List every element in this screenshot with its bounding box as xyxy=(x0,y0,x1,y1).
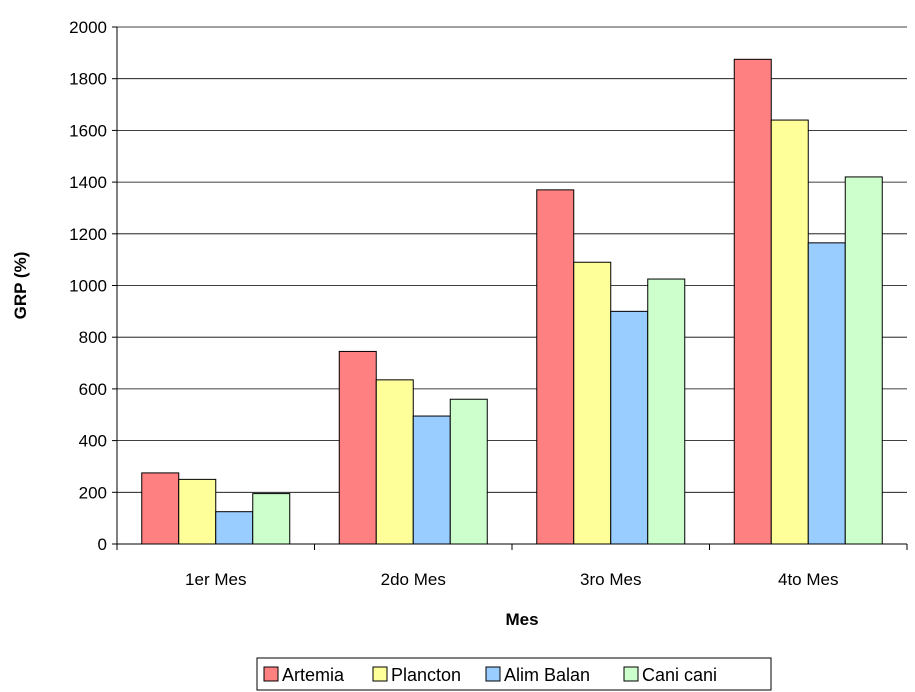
bar-plancton xyxy=(375,379,414,545)
bar-cani-cani xyxy=(844,176,883,545)
bar-alim-balan xyxy=(215,511,254,545)
x-tick-labels: 1er Mes 2do Mes 3ro Mes 4to Mes xyxy=(185,570,838,589)
legend-label: Artemia xyxy=(282,665,345,685)
bar-plancton xyxy=(573,261,612,545)
legend-swatch xyxy=(485,666,501,682)
y-tick-label: 2000 xyxy=(69,18,107,37)
legend: Artemia Plancton Alim Balan Cani cani xyxy=(256,657,772,691)
y-tick-label: 1000 xyxy=(69,277,107,296)
y-tick-label: 200 xyxy=(79,483,107,502)
legend-label: Cani cani xyxy=(642,665,717,685)
y-tick-label: 1600 xyxy=(69,121,107,140)
y-axis-title: GRP (%) xyxy=(11,252,30,320)
bar-artemia xyxy=(141,472,180,545)
bar-cani-cani xyxy=(647,278,686,545)
x-tick-label: 3ro Mes xyxy=(580,570,641,589)
bars xyxy=(141,58,883,545)
legend-box xyxy=(256,657,772,691)
y-tick-label: 0 xyxy=(98,535,107,554)
legend-swatch xyxy=(372,666,388,682)
x-axis-title: Mes xyxy=(505,610,538,629)
x-tick-label: 2do Mes xyxy=(381,570,446,589)
bar-artemia xyxy=(536,189,575,545)
x-tick-label: 4to Mes xyxy=(778,570,838,589)
bar-artemia xyxy=(733,58,772,545)
legend-label: Plancton xyxy=(391,665,461,685)
bar-alim-balan xyxy=(610,310,649,545)
y-tick-label: 600 xyxy=(79,380,107,399)
y-tick-label: 1800 xyxy=(69,70,107,89)
y-tick-labels: 0 200 400 600 800 1000 1200 1400 1600 1800 2000 xyxy=(69,18,107,554)
y-tick-label: 1400 xyxy=(69,173,107,192)
gridlines xyxy=(117,26,907,493)
bar-cani-cani xyxy=(449,398,488,545)
bar-alim-balan xyxy=(412,415,451,545)
y-tick-label: 1200 xyxy=(69,225,107,244)
y-tick-label: 400 xyxy=(79,432,107,451)
bar-cani-cani xyxy=(252,493,291,545)
x-tick-label: 1er Mes xyxy=(185,570,246,589)
legend-swatch xyxy=(623,666,639,682)
bar-alim-balan xyxy=(807,242,846,545)
bar-plancton xyxy=(178,478,217,545)
legend-swatch xyxy=(263,666,279,682)
axes xyxy=(112,26,908,550)
bar-plancton xyxy=(770,119,809,545)
legend-label: Alim Balan xyxy=(504,665,590,685)
y-tick-label: 800 xyxy=(79,328,107,347)
bar-artemia xyxy=(338,350,377,545)
